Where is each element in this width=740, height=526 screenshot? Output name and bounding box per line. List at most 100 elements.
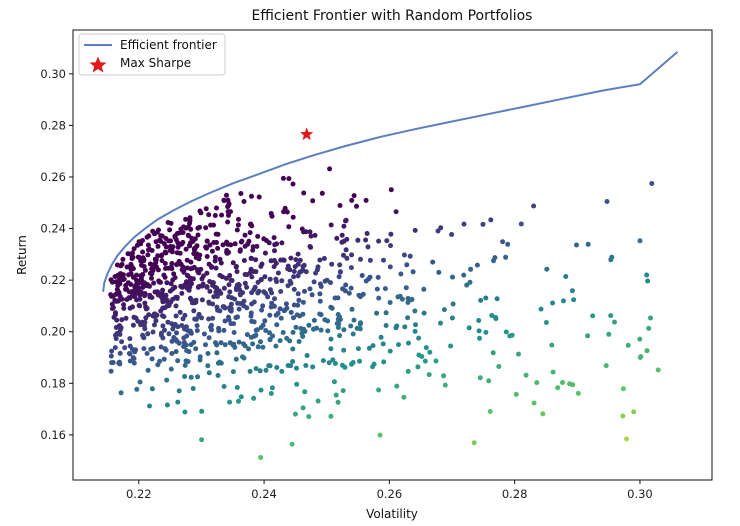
portfolio-point bbox=[145, 252, 151, 258]
portfolio-point bbox=[500, 239, 506, 245]
portfolio-point bbox=[366, 345, 372, 351]
portfolio-point bbox=[274, 365, 280, 370]
portfolio-point bbox=[644, 272, 650, 278]
portfolio-point bbox=[173, 313, 179, 319]
portfolio-point bbox=[401, 252, 407, 258]
portfolio-point bbox=[334, 235, 340, 241]
portfolio-point bbox=[477, 375, 483, 381]
portfolio-point bbox=[343, 282, 349, 288]
portfolio-point bbox=[115, 283, 121, 289]
portfolio-point bbox=[503, 254, 509, 260]
portfolio-point bbox=[162, 327, 167, 333]
max-sharpe-series bbox=[300, 127, 314, 141]
portfolio-point bbox=[631, 409, 637, 415]
portfolio-point bbox=[606, 331, 612, 337]
portfolio-point bbox=[162, 261, 168, 266]
portfolio-point bbox=[258, 277, 264, 282]
portfolio-point bbox=[478, 297, 484, 303]
portfolio-point bbox=[188, 342, 194, 348]
portfolio-point bbox=[349, 361, 354, 367]
portfolio-point bbox=[237, 291, 243, 297]
portfolio-point bbox=[248, 266, 254, 272]
portfolio-point bbox=[170, 326, 176, 332]
portfolio-point bbox=[249, 290, 255, 296]
portfolio-point bbox=[405, 368, 411, 374]
portfolio-point bbox=[159, 258, 165, 264]
portfolio-point bbox=[219, 212, 225, 218]
portfolio-point bbox=[197, 224, 202, 230]
portfolio-point bbox=[315, 264, 321, 270]
portfolio-point bbox=[112, 345, 118, 351]
x-axis-title: Volatility bbox=[366, 507, 418, 521]
portfolio-point bbox=[288, 255, 294, 261]
portfolio-point bbox=[351, 193, 357, 199]
portfolio-point bbox=[158, 330, 164, 336]
portfolio-point bbox=[174, 330, 179, 336]
portfolio-point bbox=[153, 318, 159, 324]
portfolio-point bbox=[398, 271, 404, 277]
portfolio-point bbox=[297, 257, 303, 263]
portfolio-point bbox=[503, 329, 509, 335]
portfolio-point bbox=[357, 358, 362, 364]
portfolio-point bbox=[132, 349, 138, 355]
portfolio-point bbox=[531, 203, 537, 209]
portfolio-point bbox=[402, 324, 408, 330]
portfolio-point bbox=[194, 251, 200, 257]
y-tick-label: 0.24 bbox=[40, 222, 66, 236]
portfolio-point bbox=[121, 305, 127, 311]
portfolio-point bbox=[173, 337, 179, 343]
portfolio-point bbox=[317, 257, 323, 263]
portfolio-point bbox=[322, 278, 328, 284]
portfolio-point bbox=[388, 243, 393, 249]
portfolio-point bbox=[284, 209, 290, 215]
portfolio-point bbox=[585, 333, 591, 339]
portfolio-point bbox=[218, 340, 224, 346]
y-tick-label: 0.28 bbox=[40, 118, 66, 132]
portfolio-point bbox=[269, 385, 275, 391]
portfolio-point bbox=[365, 244, 371, 250]
portfolio-point bbox=[212, 213, 218, 218]
portfolio-point bbox=[430, 259, 436, 265]
portfolio-point bbox=[261, 236, 267, 242]
portfolio-point bbox=[182, 282, 188, 288]
portfolio-point bbox=[225, 209, 231, 215]
portfolio-point bbox=[133, 315, 139, 321]
portfolio-point bbox=[405, 300, 411, 305]
portfolio-point bbox=[286, 176, 292, 182]
portfolio-point bbox=[422, 358, 428, 364]
portfolio-point bbox=[423, 345, 429, 351]
portfolio-point bbox=[225, 219, 231, 225]
portfolio-point bbox=[367, 257, 373, 263]
portfolio-point bbox=[139, 262, 144, 268]
portfolio-point bbox=[550, 369, 556, 375]
portfolio-point bbox=[127, 351, 133, 357]
portfolio-point bbox=[337, 262, 343, 268]
portfolio-point bbox=[168, 281, 174, 287]
portfolio-point bbox=[468, 266, 474, 272]
portfolio-point bbox=[296, 339, 302, 344]
portfolio-point bbox=[127, 336, 133, 342]
portfolio-point bbox=[494, 296, 500, 302]
portfolio-point bbox=[268, 258, 274, 264]
portfolio-point bbox=[142, 300, 148, 306]
portfolio-point bbox=[269, 290, 275, 296]
portfolio-point bbox=[196, 313, 202, 319]
portfolio-point bbox=[295, 273, 301, 279]
portfolio-point bbox=[260, 322, 266, 328]
portfolio-point bbox=[148, 346, 154, 352]
portfolio-point bbox=[382, 286, 388, 292]
portfolio-point bbox=[655, 367, 661, 373]
portfolio-point bbox=[318, 284, 324, 289]
portfolio-point bbox=[238, 394, 244, 400]
portfolio-point bbox=[124, 297, 130, 302]
portfolio-point bbox=[250, 247, 256, 253]
portfolio-point bbox=[612, 319, 617, 325]
portfolio-point bbox=[387, 264, 393, 270]
portfolio-point bbox=[488, 217, 494, 223]
y-tick-label: 0.16 bbox=[40, 428, 66, 442]
portfolio-point bbox=[272, 248, 277, 254]
portfolio-point bbox=[226, 317, 232, 323]
portfolio-point bbox=[318, 327, 324, 333]
portfolio-point bbox=[108, 353, 114, 359]
